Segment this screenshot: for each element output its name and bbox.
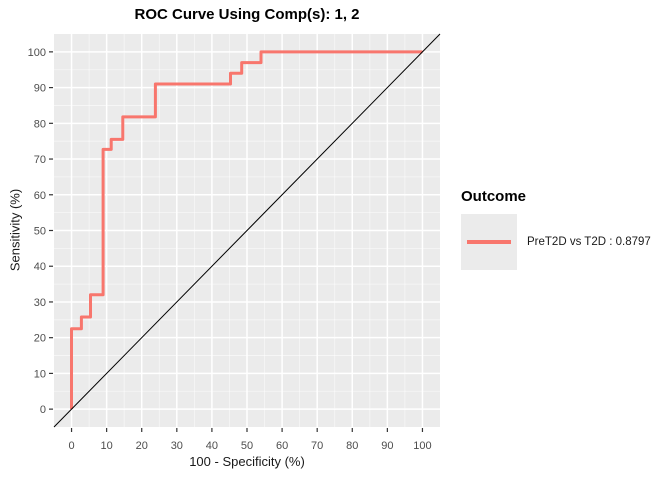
- legend-title: Outcome: [461, 188, 527, 205]
- x-tick-label: 60: [276, 440, 288, 452]
- x-axis-title: 100 - Specificity (%): [189, 454, 305, 469]
- y-tick-label: 70: [34, 154, 46, 166]
- y-tick-label: 90: [34, 83, 46, 95]
- x-tick-label: 20: [136, 440, 148, 452]
- y-tick-label: 50: [34, 226, 46, 238]
- x-tick-label: 70: [311, 440, 323, 452]
- y-tick-label: 20: [34, 333, 46, 345]
- y-tick-label: 0: [40, 404, 46, 416]
- y-tick-label: 40: [34, 261, 46, 273]
- x-tick-label: 80: [346, 440, 358, 452]
- x-tick-label: 0: [68, 440, 74, 452]
- diagonal-reference-line: [53, 33, 441, 428]
- y-tick-label: 60: [34, 190, 46, 202]
- legend-line-sample: [467, 240, 511, 244]
- y-tick-label: 30: [34, 297, 46, 309]
- x-tick-label: 30: [171, 440, 183, 452]
- x-tick-label: 40: [206, 440, 218, 452]
- roc-curve: [70, 50, 423, 410]
- x-tick-label: 90: [381, 440, 393, 452]
- y-tick-label: 10: [34, 368, 46, 380]
- x-tick-label: 50: [241, 440, 253, 452]
- y-axis-title: Sensitivity (%): [7, 188, 23, 272]
- legend-key-box: [461, 214, 517, 270]
- plot-title: ROC Curve Using Comp(s): 1, 2: [134, 6, 360, 23]
- legend-entry: PreT2D vs T2D : 0.8797: [461, 214, 651, 270]
- y-tick-label: 80: [34, 118, 46, 130]
- legend-entry-label: PreT2D vs T2D : 0.8797: [527, 236, 651, 248]
- y-tick-label: 100: [28, 47, 46, 59]
- x-tick-label: 100: [413, 440, 431, 452]
- x-tick-label: 10: [101, 440, 113, 452]
- legend: Outcome PreT2D vs T2D : 0.8797: [461, 188, 651, 270]
